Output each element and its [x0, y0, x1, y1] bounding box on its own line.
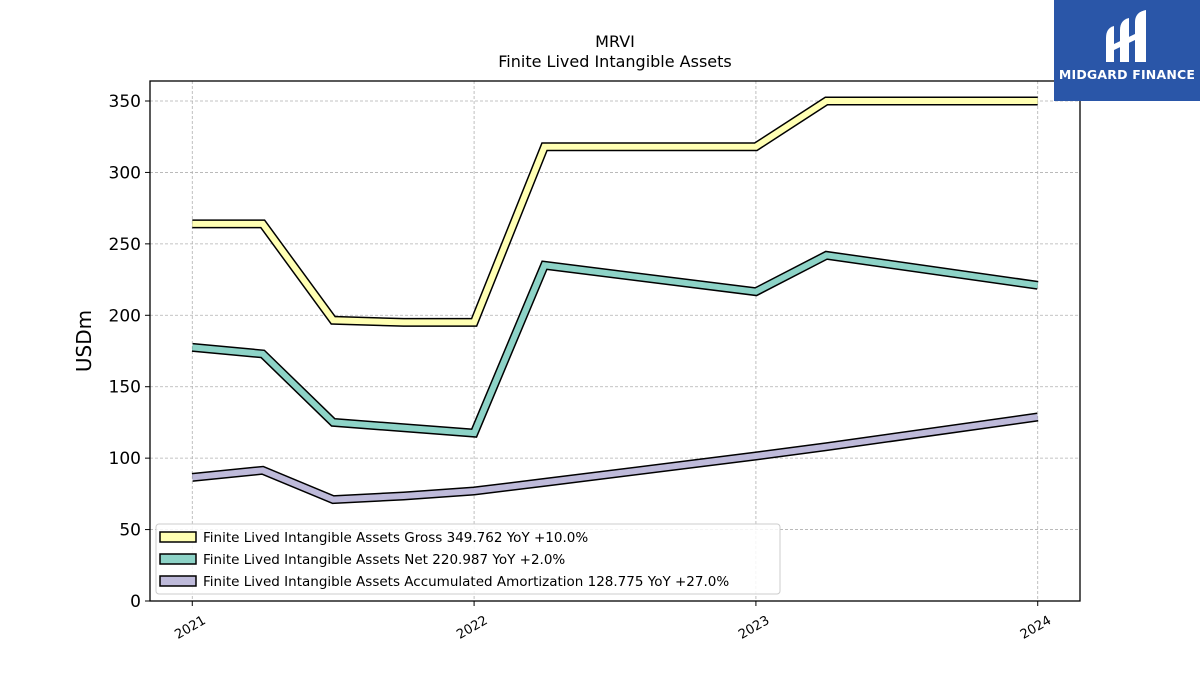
x-tick-label: 2023	[736, 613, 772, 643]
chart-title-line1: MRVI	[595, 32, 635, 51]
series-layer	[191, 96, 1039, 505]
x-tick-label: 2022	[454, 613, 490, 643]
chart-title-line2: Finite Lived Intangible Assets	[498, 52, 731, 71]
legend-swatch	[159, 575, 197, 587]
legend-label: Finite Lived Intangible Assets Gross 349…	[203, 530, 588, 546]
legend-label: Finite Lived Intangible Assets Accumulat…	[203, 574, 729, 590]
series-fill	[192, 98, 1038, 326]
y-tick-label: 350	[109, 92, 141, 112]
grid	[150, 81, 1080, 602]
y-tick-label: 300	[109, 163, 141, 183]
y-tick-label: 200	[109, 306, 141, 326]
y-tick-label: 250	[109, 235, 141, 255]
y-tick-label: 50	[119, 521, 141, 541]
x-axis: 2021 2022 2023 2024	[172, 601, 1054, 643]
legend-swatch	[159, 531, 197, 543]
x-tick-label: 2024	[1018, 613, 1054, 643]
series-line	[192, 96, 1038, 327]
series-fill	[191, 414, 1039, 503]
y-axis-label: USDm	[72, 310, 96, 372]
legend-swatch	[159, 553, 197, 565]
legend-label: Finite Lived Intangible Assets Net 220.9…	[203, 552, 565, 568]
series-fill	[192, 252, 1039, 437]
series-line	[191, 412, 1039, 505]
series-outline	[192, 96, 1038, 327]
legend: Finite Lived Intangible Assets Gross 349…	[155, 523, 781, 595]
midgard-logo-icon	[1106, 10, 1146, 62]
y-tick-label: 0	[130, 592, 141, 612]
y-tick-label: 150	[109, 378, 141, 398]
legend-box	[155, 523, 781, 595]
plot-frame	[149, 80, 1081, 602]
midgard-logo: MIDGARD FINANCE	[1054, 0, 1200, 101]
y-axis: 0 50 100 150 200 250 300 350	[109, 92, 150, 612]
x-tick-label: 2021	[172, 613, 208, 643]
logo-text: MIDGARD FINANCE	[1058, 67, 1196, 82]
series-line	[191, 250, 1039, 438]
y-tick-label: 100	[109, 449, 141, 469]
